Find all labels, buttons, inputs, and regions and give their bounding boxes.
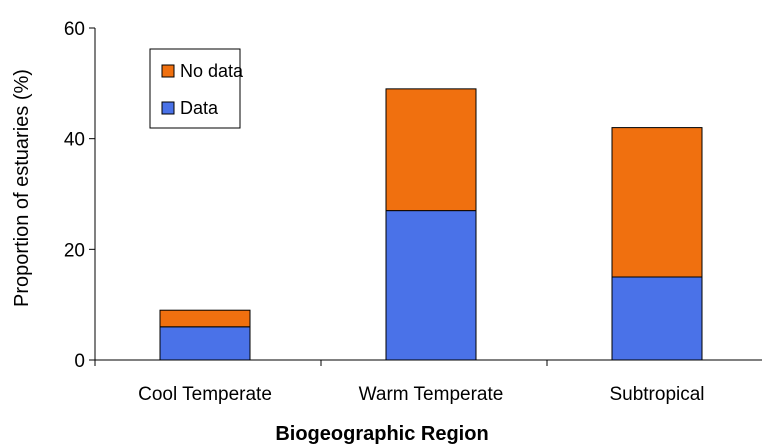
bar-data bbox=[159, 326, 251, 361]
legend-swatch-data bbox=[161, 101, 175, 115]
legend-swatch-no-data bbox=[161, 64, 175, 78]
bar-data bbox=[611, 276, 703, 361]
x-axis-title: Biogeographic Region bbox=[275, 423, 488, 445]
y-axis-title: Proportion of estuaries (%) bbox=[11, 69, 33, 307]
legend-label-no-data: No data bbox=[180, 61, 244, 81]
y-ticks: 0 20 40 60 bbox=[64, 19, 95, 372]
x-tick-label: Subtropical bbox=[609, 384, 704, 405]
x-ticks: Cool Temperate Warm Temperate Subtropical bbox=[94, 360, 705, 405]
legend-box bbox=[149, 48, 241, 129]
y-tick-label: 20 bbox=[64, 240, 85, 261]
y-tick-label: 0 bbox=[74, 351, 85, 372]
x-tick-label: Cool Temperate bbox=[138, 384, 272, 405]
bars bbox=[159, 88, 703, 361]
bar-data bbox=[385, 210, 477, 361]
y-tick-label: 60 bbox=[64, 19, 85, 40]
bar-no-data bbox=[611, 127, 703, 278]
x-tick-label: Warm Temperate bbox=[359, 384, 504, 405]
bar-no-data bbox=[385, 88, 477, 212]
legend: No data Data bbox=[149, 48, 244, 129]
y-tick-label: 40 bbox=[64, 130, 85, 151]
bar-no-data bbox=[159, 309, 251, 328]
legend-label-data: Data bbox=[180, 98, 219, 118]
